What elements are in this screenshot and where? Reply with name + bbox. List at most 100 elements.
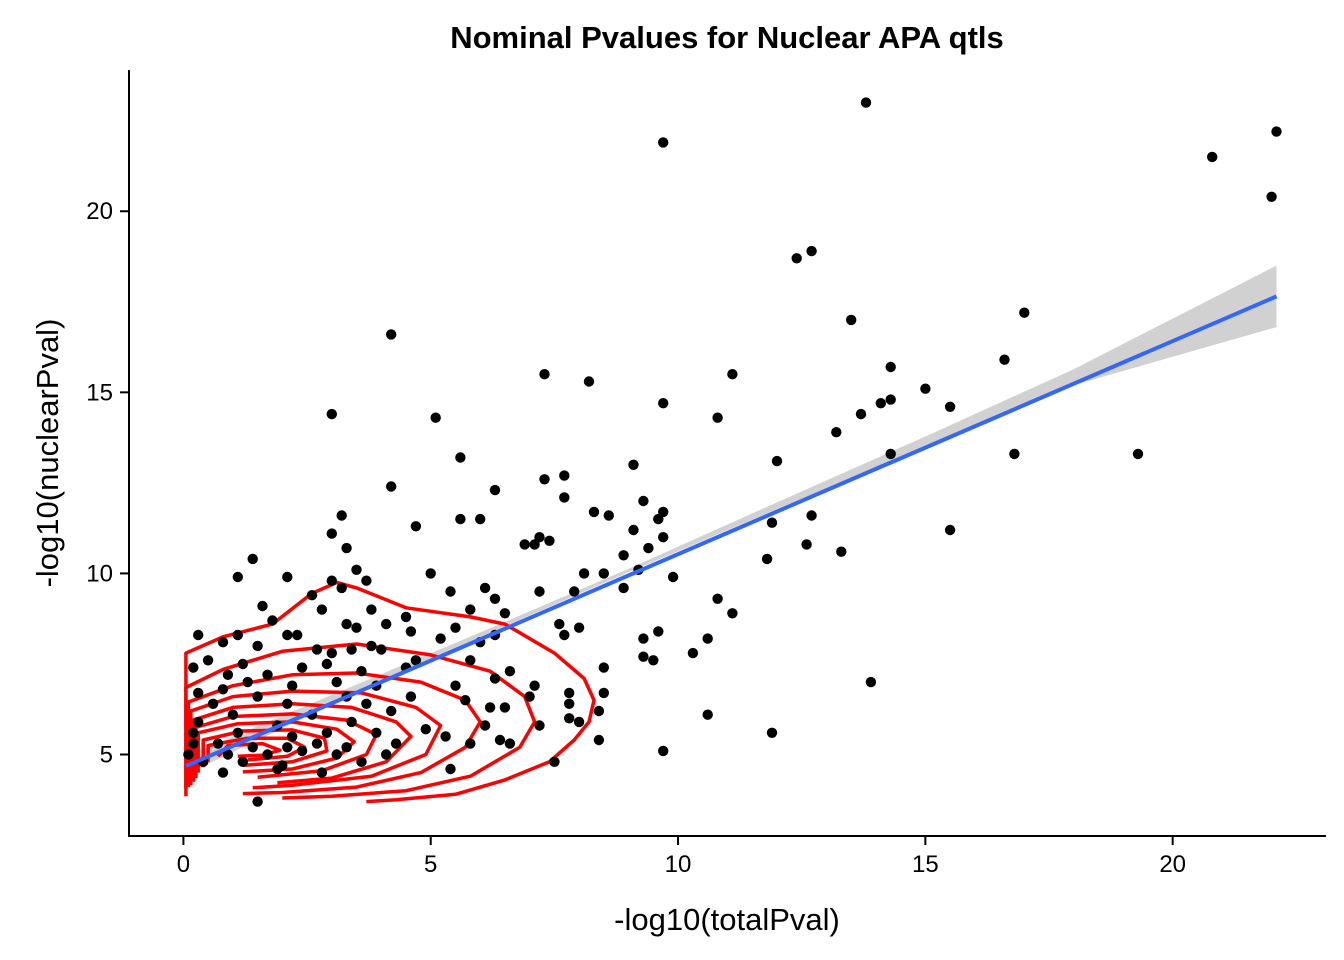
data-point (598, 662, 609, 673)
data-point (351, 564, 362, 575)
data-point (846, 314, 857, 326)
data-point (836, 546, 847, 557)
data-point (425, 568, 436, 579)
data-point (460, 695, 471, 706)
data-point (445, 763, 456, 775)
data-point (564, 698, 575, 709)
density-contour-7 (196, 720, 356, 774)
data-point (381, 618, 392, 630)
data-point (237, 658, 248, 670)
density-contour-5 (191, 702, 413, 785)
data-point (390, 738, 402, 749)
data-point (321, 727, 333, 738)
data-point (455, 452, 466, 463)
data-point (188, 738, 199, 749)
data-point (232, 571, 243, 583)
data-point (573, 622, 585, 633)
data-point (326, 528, 337, 539)
data-point (1009, 448, 1020, 460)
data-point (702, 633, 713, 644)
data-point (598, 687, 609, 699)
data-point (386, 481, 397, 492)
data-point (573, 716, 585, 728)
data-point (643, 542, 654, 554)
data-point (618, 582, 629, 594)
data-point (440, 731, 451, 742)
data-point (331, 676, 342, 688)
data-point (801, 539, 812, 550)
data-point (806, 245, 817, 257)
data-point (920, 383, 931, 394)
density-contour-9 (206, 736, 307, 762)
data-point (242, 676, 253, 688)
data-point (227, 709, 239, 720)
data-point (885, 394, 896, 405)
chart-title: Nominal Pvalues for Nuclear APA qtls (450, 20, 1004, 55)
data-point (771, 455, 783, 467)
density-contour-1 (184, 580, 596, 804)
x-axis-label: -log10(totalPval) (614, 902, 840, 937)
data-point (410, 655, 422, 666)
data-point (361, 698, 372, 709)
density-contour-8 (201, 728, 329, 768)
data-point (193, 629, 204, 641)
data-point (326, 647, 337, 659)
data-point (306, 590, 318, 601)
data-point (262, 749, 273, 760)
data-point (885, 361, 896, 373)
data-point (499, 702, 511, 713)
y-tick-label: 20 (86, 198, 113, 225)
data-point (727, 608, 738, 619)
data-point (564, 713, 575, 724)
data-point (539, 474, 550, 485)
data-point (593, 705, 605, 717)
data-point (549, 756, 560, 767)
data-point (712, 412, 723, 423)
data-point (658, 137, 669, 148)
data-point (687, 647, 699, 659)
data-point (554, 618, 565, 630)
data-point (499, 608, 511, 619)
data-point (465, 655, 476, 666)
data-point (583, 376, 595, 387)
data-point (658, 398, 669, 409)
data-point (212, 738, 224, 749)
data-point (658, 745, 669, 757)
data-point (183, 749, 194, 760)
density-contour-6 (194, 712, 379, 780)
data-point (435, 633, 446, 644)
data-point (247, 742, 258, 753)
data-point (193, 716, 204, 728)
plot-area (183, 97, 1282, 807)
data-point (331, 749, 342, 760)
data-point (598, 568, 609, 579)
data-point (504, 738, 516, 749)
data-point (361, 575, 372, 586)
data-point (860, 97, 872, 108)
data-point (376, 644, 387, 655)
data-point (494, 734, 506, 746)
data-point (465, 604, 476, 615)
data-point (534, 586, 545, 597)
data-point (593, 734, 605, 746)
data-point (346, 716, 357, 728)
data-point (316, 604, 328, 615)
data-point (252, 640, 263, 652)
data-point (282, 742, 293, 753)
data-point (296, 662, 308, 673)
data-point (465, 738, 476, 749)
data-point (702, 709, 713, 720)
data-point (569, 586, 580, 597)
data-point (648, 655, 659, 666)
data-point (529, 680, 540, 691)
density-contour-2 (184, 642, 537, 800)
data-point (1271, 126, 1282, 137)
data-point (287, 680, 298, 691)
data-point (479, 720, 491, 731)
data-point (341, 542, 352, 554)
regression-line (185, 294, 1278, 768)
data-point (875, 398, 886, 409)
data-point (341, 742, 352, 753)
data-point (559, 470, 570, 481)
data-point (292, 629, 303, 641)
